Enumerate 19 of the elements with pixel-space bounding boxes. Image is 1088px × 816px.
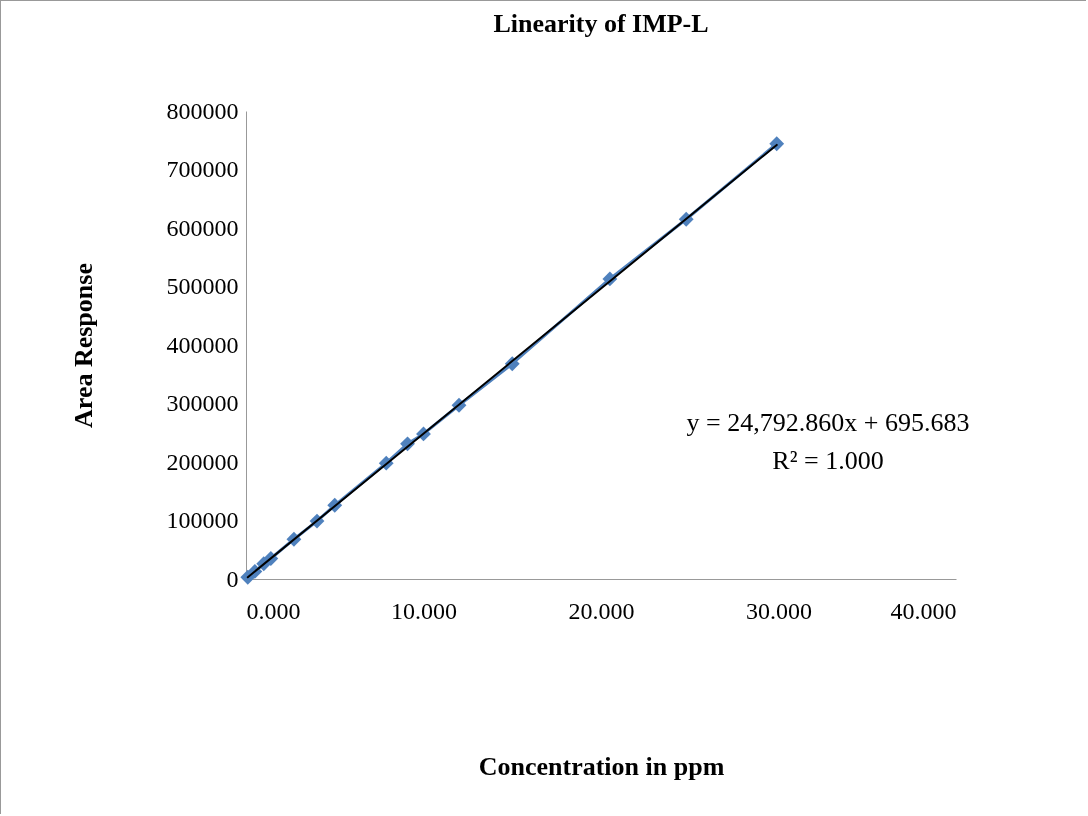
chart-title: Linearity of IMP-L bbox=[493, 9, 709, 38]
y-tick-label: 300000 bbox=[166, 390, 239, 416]
annotation: y = 24,792.860x + 695.683 bbox=[686, 408, 970, 437]
y-tick-label: 700000 bbox=[166, 156, 239, 182]
x-tick-label: 20.000 bbox=[568, 597, 635, 624]
x-tick-label: 30.000 bbox=[746, 597, 812, 624]
y-tick-label: 800000 bbox=[166, 97, 239, 124]
y-tick-label: 500000 bbox=[166, 273, 239, 299]
x-axis-title: Concentration in ppm bbox=[478, 751, 725, 781]
x-tick-label: 10.000 bbox=[391, 597, 457, 624]
annotation: R² = 1.000 bbox=[772, 446, 884, 475]
y-tick-label: 0 bbox=[226, 565, 239, 592]
y-tick-label: 200000 bbox=[166, 448, 239, 475]
y-tick-label: 100000 bbox=[166, 507, 239, 533]
x-tick-label: 40.000 bbox=[890, 597, 957, 624]
y-tick-label: 400000 bbox=[166, 331, 239, 358]
y-axis-title: Area Response bbox=[68, 263, 98, 428]
x-tick-label: 0.000 bbox=[246, 597, 301, 624]
y-tick-label: 600000 bbox=[166, 214, 239, 241]
